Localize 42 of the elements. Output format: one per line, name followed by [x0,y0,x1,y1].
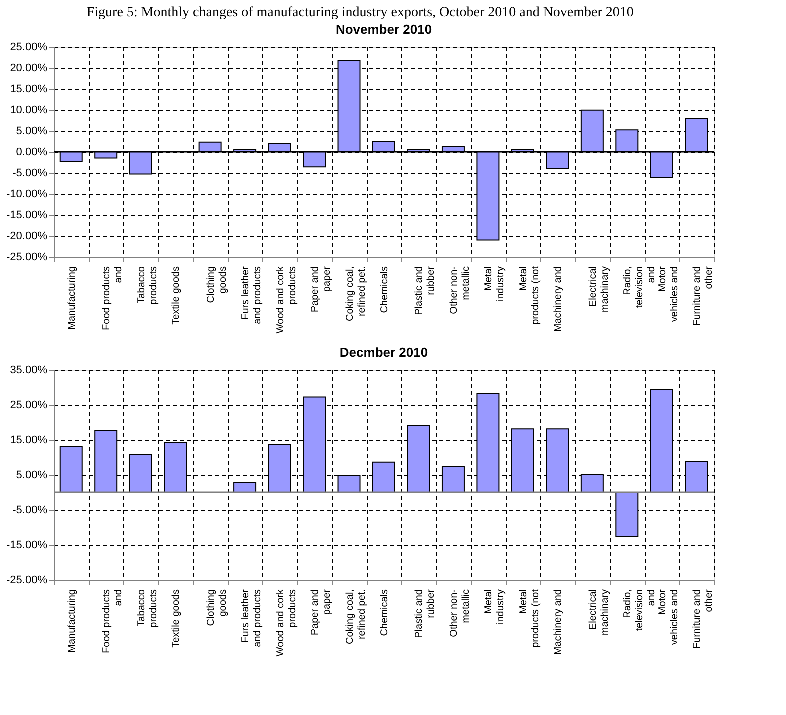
x-tick-label: Radio, television and [622,590,658,632]
y-tick-label: -15.00% [6,540,48,552]
x-tick-label: Plastic and rubber [414,588,438,638]
x-tick-label: Coking coal, refined pet. [344,590,368,645]
y-tick-label: 15.00% [10,84,48,96]
x-tick-label: Machinery and [553,266,564,332]
y-tick-label: 35.00% [10,364,48,376]
x-tick-label: Manufacturing [66,590,78,653]
y-tick-label: -25.00% [6,252,48,264]
y-tick-label: 5.00% [16,470,48,482]
y-tick-label: 25.00% [10,42,48,54]
y-tick-label: -5.00% [12,504,48,516]
y-tick-label: 20.00% [10,62,48,74]
bar [234,482,257,493]
x-tick-label: Food products and [102,590,125,654]
y-tick-label: -15.00% [6,210,48,222]
x-tick-label: Radio, television and [622,266,658,308]
x-tick-label: Electrical machinary [588,266,611,313]
caption: Figure 5: Monthly changes of manufacturing industry exports, October 2010 and November 2010 [86,6,634,20]
x-tick-label: Machinery and [553,590,564,656]
y-tick-label: 15.00% [10,434,48,446]
y-tick-label: -5.00% [12,168,48,180]
x-tick-label: Clothing goods [206,590,229,626]
y-tick-label: 5.00% [16,126,48,138]
x-tick-label: Clothing goods [206,266,229,304]
x-tick-label: Textile goods [171,266,182,325]
y-tick-label: 10.00% [10,104,48,116]
y-tick-label: -25.00% [6,574,48,586]
x-tick-label: Chemicals [380,590,390,636]
x-tick-label: Chemicals [380,266,390,314]
x-tick-label: Coking coal, refined pet. [344,266,368,322]
x-tick-label: Food products and [102,266,125,330]
x-tick-label: Manufacturing [66,266,78,330]
x-tick-label: Plastic and rubber [414,266,438,316]
x-tick-label: Textile goods [171,590,182,648]
y-tick-label: -10.00% [6,188,48,200]
y-tick-label: -20.00% [6,230,48,242]
chart-title: November 2010 [336,22,432,37]
chart-title: Decmber 2010 [340,345,428,360]
y-tick-label: 25.00% [10,400,48,412]
x-tick-label: Electrical machinary [588,590,611,636]
y-tick-label: 0.00% [16,146,48,158]
